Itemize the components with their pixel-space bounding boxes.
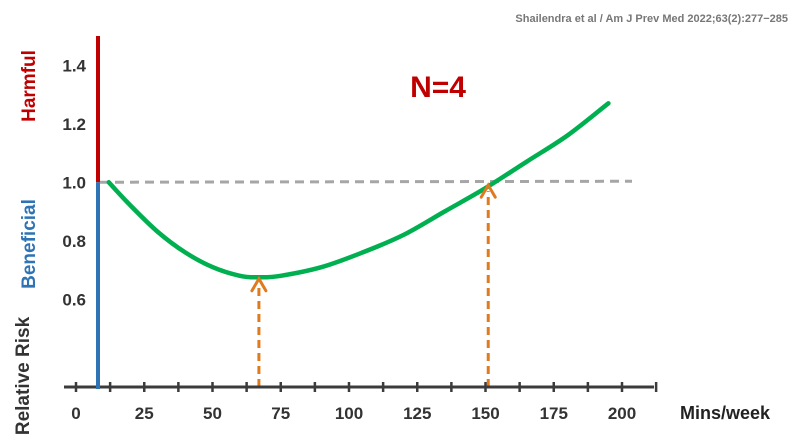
x-tick-label-0: 0	[71, 404, 80, 423]
x-tick-label-8: 200	[608, 404, 636, 423]
curve-series-0	[106, 101, 611, 280]
citation: Shailendra et al / Am J Prev Med 2022;63…	[515, 13, 788, 25]
curve-group	[106, 101, 611, 280]
y-tick-label-1: 0.8	[62, 232, 86, 251]
y-tick-label-4: 1.4	[62, 56, 86, 75]
region-label-harmful: Harmful	[19, 50, 40, 122]
y-tick-label-3: 1.2	[62, 115, 86, 134]
x-tick-label-5: 125	[403, 404, 431, 423]
annotation-n: N=4	[410, 71, 466, 104]
x-tick-label-1: 25	[135, 404, 154, 423]
y-axis-label: Relative Risk	[13, 316, 34, 435]
reference-line	[99, 179, 633, 184]
axes-group	[64, 36, 658, 392]
x-tick-label-6: 150	[471, 404, 499, 423]
x-tick-label-2: 50	[203, 404, 222, 423]
arrow-group	[250, 182, 497, 387]
y-tick-label-2: 1.0	[62, 173, 86, 192]
arrow-head-0	[250, 275, 268, 293]
x-tick-label-3: 75	[271, 404, 290, 423]
x-axis-label: Mins/week	[680, 403, 771, 423]
region-label-beneficial: Beneficial	[19, 199, 40, 289]
arrow-head-1	[479, 182, 497, 199]
y-tick-label-0: 0.6	[62, 290, 86, 309]
reference-line-group	[99, 179, 633, 184]
y-tick-labels: 0.6 0.8 1.0 1.2 1.4	[62, 56, 86, 309]
x-tick-labels: 0 25 50 75 100 125 150 175 200	[71, 404, 636, 423]
x-tick-label-7: 175	[540, 404, 568, 423]
x-tick-label-4: 100	[335, 404, 363, 423]
